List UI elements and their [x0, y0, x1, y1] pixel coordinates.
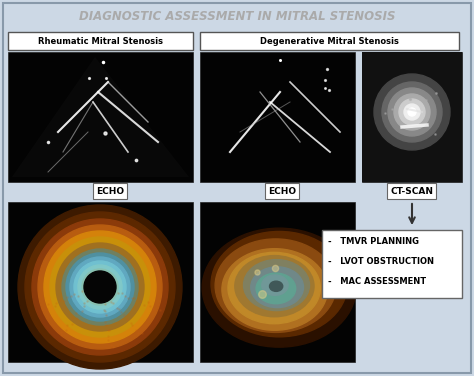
- Text: ECHO: ECHO: [96, 186, 124, 196]
- Circle shape: [98, 285, 102, 289]
- Circle shape: [78, 265, 122, 309]
- Circle shape: [399, 99, 425, 125]
- FancyBboxPatch shape: [8, 202, 193, 362]
- Circle shape: [84, 271, 116, 303]
- FancyBboxPatch shape: [200, 202, 355, 362]
- Circle shape: [388, 88, 436, 136]
- Text: -   MAC ASSESSMENT: - MAC ASSESSMENT: [328, 277, 426, 287]
- FancyBboxPatch shape: [362, 52, 462, 182]
- Text: ECHO: ECHO: [268, 186, 296, 196]
- FancyBboxPatch shape: [3, 3, 471, 373]
- Circle shape: [62, 249, 138, 325]
- Text: Degenerative Mitral Stenosis: Degenerative Mitral Stenosis: [260, 36, 399, 45]
- FancyBboxPatch shape: [200, 32, 459, 50]
- FancyBboxPatch shape: [265, 183, 299, 199]
- Ellipse shape: [244, 259, 310, 311]
- Ellipse shape: [251, 267, 303, 308]
- FancyBboxPatch shape: [200, 52, 355, 182]
- Circle shape: [25, 212, 175, 362]
- Ellipse shape: [211, 232, 347, 337]
- Circle shape: [86, 273, 114, 301]
- Circle shape: [38, 225, 162, 349]
- FancyBboxPatch shape: [93, 183, 127, 199]
- Circle shape: [394, 94, 430, 130]
- Circle shape: [18, 205, 182, 369]
- Text: DIAGNOSTIC ASSESSMENT IN MITRAL STENOSIS: DIAGNOSTIC ASSESSMENT IN MITRAL STENOSIS: [79, 9, 395, 23]
- Ellipse shape: [256, 273, 296, 304]
- Circle shape: [70, 257, 130, 317]
- Circle shape: [374, 74, 450, 150]
- FancyBboxPatch shape: [388, 183, 437, 199]
- Circle shape: [50, 237, 150, 337]
- Circle shape: [90, 277, 110, 297]
- Circle shape: [56, 243, 144, 331]
- Circle shape: [408, 108, 416, 116]
- Circle shape: [404, 104, 420, 120]
- Text: -   TMVR PLANNING: - TMVR PLANNING: [328, 238, 419, 247]
- Ellipse shape: [262, 275, 288, 296]
- Ellipse shape: [215, 239, 336, 332]
- Circle shape: [382, 82, 442, 142]
- Ellipse shape: [202, 228, 356, 347]
- Circle shape: [66, 253, 134, 321]
- FancyBboxPatch shape: [322, 230, 462, 298]
- Ellipse shape: [222, 249, 328, 330]
- Circle shape: [74, 261, 126, 313]
- FancyBboxPatch shape: [8, 32, 193, 50]
- Polygon shape: [12, 57, 189, 177]
- Circle shape: [82, 269, 118, 305]
- Ellipse shape: [270, 281, 283, 291]
- FancyBboxPatch shape: [8, 52, 193, 182]
- Ellipse shape: [235, 256, 314, 317]
- Circle shape: [94, 281, 106, 293]
- FancyBboxPatch shape: [362, 52, 462, 182]
- Text: -   LVOT OBSTRUCTION: - LVOT OBSTRUCTION: [328, 258, 434, 267]
- Circle shape: [32, 219, 168, 355]
- Circle shape: [44, 231, 156, 343]
- Text: CT-SCAN: CT-SCAN: [391, 186, 434, 196]
- Ellipse shape: [228, 252, 320, 324]
- Text: Rheumatic Mitral Stenosis: Rheumatic Mitral Stenosis: [38, 36, 163, 45]
